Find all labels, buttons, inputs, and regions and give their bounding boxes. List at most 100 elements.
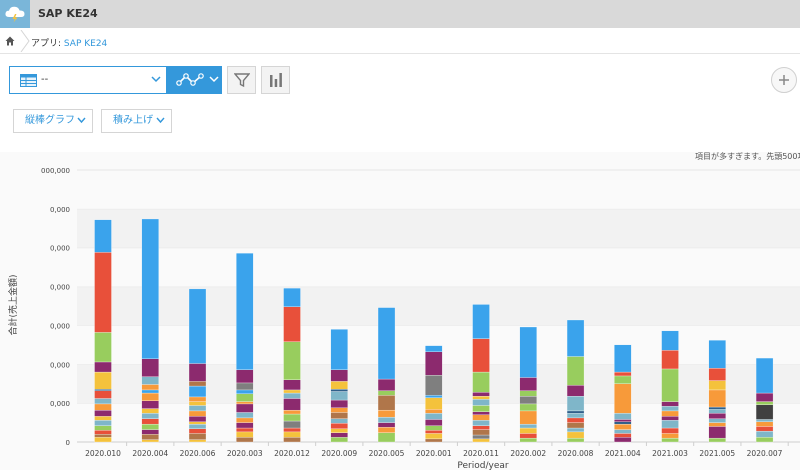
bar-segment [519,427,537,434]
bar-segment [472,434,490,440]
bar-segment [614,413,632,420]
bar-segment [425,395,443,398]
y-tick-label: 0,000 [50,206,70,214]
bar-segment [94,425,112,431]
bar-segment [283,413,301,422]
bar-segment [94,371,112,390]
bar-segment [661,427,679,434]
breadcrumb-app-link[interactable]: SAP KE24 [63,39,108,49]
bar-segment [425,375,443,396]
bar-segment [188,401,207,406]
bar-segment [94,430,112,435]
bar-segment [94,409,112,417]
bar-segment [330,381,348,390]
bar-segment [519,403,537,412]
bar-stack [425,345,443,443]
bar-segment [330,389,348,392]
chart-type-label: 縦棒グラフ [25,115,75,126]
bar-segment [566,422,585,429]
bar-segment [236,412,254,419]
x-tick-label: 2020.007 [747,449,783,458]
bar-segment [94,416,112,421]
bar-segment [236,431,254,438]
view-dropdown-value: -- [41,74,49,85]
bar-segment [236,253,254,370]
x-tick-label: 2020.012 [274,449,310,458]
bar-segment [472,338,490,373]
chart-type-dropdown[interactable]: 縦棒グラフ [13,109,93,133]
view-dropdown[interactable]: -- [10,67,166,93]
bar-segment [614,375,632,384]
bar-segment [425,433,443,440]
graph-type-dropdown[interactable] [166,67,222,93]
bar-segment [472,411,490,415]
bar-segment [755,430,774,438]
bar-segment [425,430,443,434]
bar-segment [708,406,726,410]
y-tick-label: 0,000 [50,322,70,330]
bar-segment [566,385,585,397]
bar-segment [141,434,159,440]
bar-stack [141,218,159,443]
bar-segment [141,358,159,377]
home-icon[interactable] [0,28,20,54]
bar-segment [283,392,301,399]
bar-segment [236,403,254,413]
x-tick-label: 2020.001 [416,449,452,458]
x-tick-label: 2020.002 [510,449,546,458]
bar-segment [141,376,159,385]
bar-segment [330,428,348,433]
bar-segment [377,390,396,396]
app-header: SAP KE24 [0,0,800,28]
bar-segment [425,397,443,410]
bar-segment [614,423,632,430]
bar-segment [188,396,207,402]
bar-segment [425,413,443,420]
x-axis-labels: 2020.010 2020.004 2020.006 2020.003 2020.012… [85,442,789,458]
bar-stack [708,340,726,443]
bar-segment [188,405,207,412]
bar-segment [566,395,585,412]
bar-segment [141,418,159,425]
bar-segment [614,421,632,425]
add-button[interactable] [771,67,797,93]
bar-segment [472,304,490,339]
bar-segment [755,421,774,427]
bar-segment [519,433,537,439]
x-tick-label: 2021.004 [605,449,641,458]
bar-segment [188,410,207,417]
bar-segment [141,400,159,409]
bar-segment [94,420,112,426]
bar-segment [377,307,396,380]
bar-segment [141,384,159,391]
bar-segment [614,433,632,438]
bar-stack [755,357,774,443]
y-tick-label: 0,000 [50,284,70,292]
stack-mode-dropdown[interactable]: 積み上げ [101,109,172,133]
bar-segment [236,369,254,384]
bar-segment [236,389,254,394]
bar-segment [188,288,207,364]
bar-segment [425,425,443,431]
bar-segment [708,380,726,391]
bar-segment [755,419,774,422]
bar-segment [236,393,254,402]
bar-segment [330,391,348,401]
stack-mode-label: 積み上げ [113,115,153,126]
bar-segment [94,437,112,443]
bar-segment [519,390,537,397]
bar-segment [330,407,348,413]
bar-segment [661,433,679,439]
bar-segment [661,368,679,402]
bar-segment [425,345,443,353]
graph-settings-button[interactable] [261,66,290,94]
bar-chart-icon [269,73,282,87]
bar-segment [755,404,774,420]
cloud-lightning-icon[interactable] [0,0,30,28]
bar-segment [141,439,159,443]
line-chart-icon [176,73,204,86]
bar-segment [377,416,396,423]
bar-segment [330,412,348,419]
filter-button[interactable] [227,66,256,94]
bar-segment [330,329,348,370]
